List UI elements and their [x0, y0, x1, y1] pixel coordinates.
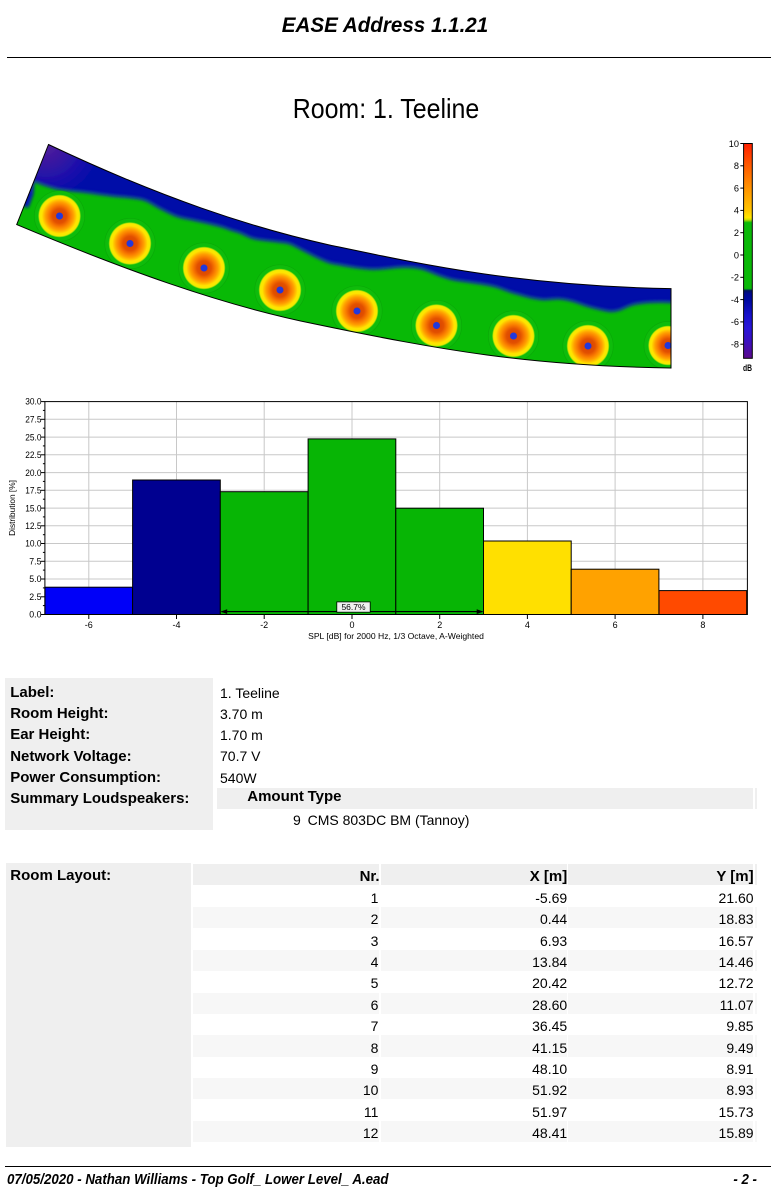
svg-text:30.0: 30.0: [25, 397, 41, 407]
svg-text:0: 0: [734, 250, 739, 260]
svg-text:2.5: 2.5: [29, 592, 41, 602]
svg-text:22.5: 22.5: [25, 450, 41, 460]
svg-text:56.7%: 56.7%: [341, 602, 366, 612]
svg-text:6: 6: [734, 183, 739, 193]
svg-text:12.5: 12.5: [25, 521, 41, 531]
svg-text:-4: -4: [731, 295, 739, 305]
svg-text:10: 10: [729, 139, 739, 149]
svg-text:8: 8: [700, 620, 705, 630]
svg-text:4: 4: [525, 620, 530, 630]
svg-text:dB: dB: [743, 363, 752, 374]
svg-text:0: 0: [349, 620, 354, 630]
svg-text:7.5: 7.5: [29, 557, 41, 567]
svg-text:4: 4: [734, 206, 739, 216]
svg-text:5.0: 5.0: [29, 574, 41, 584]
svg-text:2: 2: [437, 620, 442, 630]
svg-text:2: 2: [734, 228, 739, 238]
svg-text:0.0: 0.0: [29, 610, 41, 620]
svg-text:27.5: 27.5: [25, 415, 41, 425]
svg-text:10.0: 10.0: [25, 539, 41, 549]
svg-text:-2: -2: [731, 273, 739, 283]
svg-text:-4: -4: [172, 620, 180, 630]
svg-text:SPL [dB] for 2000 Hz, 1/3 Octa: SPL [dB] for 2000 Hz, 1/3 Octave, A-Weig…: [308, 631, 484, 641]
svg-text:-6: -6: [85, 620, 93, 630]
svg-text:-2: -2: [260, 620, 268, 630]
svg-text:-8: -8: [731, 340, 739, 350]
svg-text:Distribution [%]: Distribution [%]: [7, 480, 17, 536]
svg-text:20.0: 20.0: [25, 468, 41, 478]
svg-text:6: 6: [613, 620, 618, 630]
svg-text:25.0: 25.0: [25, 432, 41, 442]
svg-text:8: 8: [734, 161, 739, 171]
svg-text:-6: -6: [731, 317, 739, 327]
svg-text:15.0: 15.0: [25, 503, 41, 513]
svg-text:17.5: 17.5: [25, 486, 41, 496]
